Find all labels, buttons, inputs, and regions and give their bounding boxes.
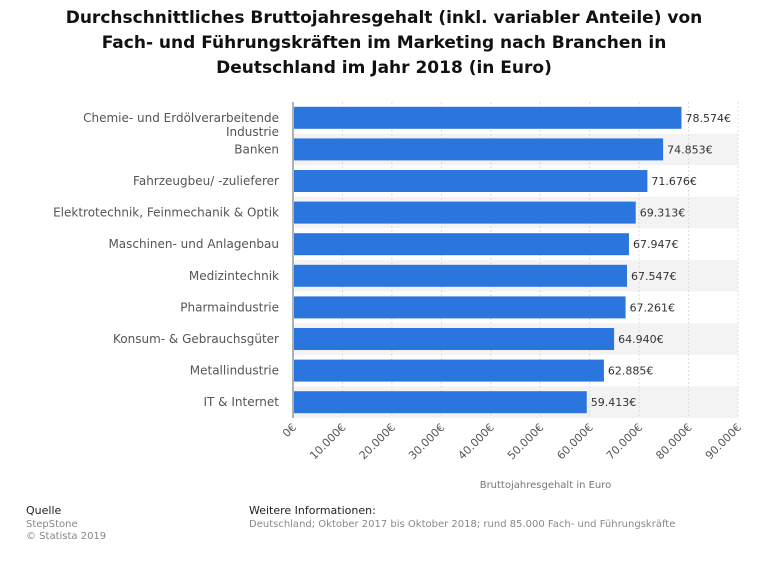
- bar: [294, 138, 664, 161]
- data-label: 67.547€: [631, 270, 677, 283]
- data-label: 71.676€: [651, 175, 697, 188]
- chart-title-line: Deutschland im Jahr 2018 (in Euro): [216, 58, 552, 78]
- data-label: 69.313€: [640, 207, 686, 220]
- bar: [294, 359, 604, 382]
- category-label-line: Medizintechnik: [189, 269, 279, 283]
- bar: [294, 296, 626, 319]
- bar: [294, 264, 627, 287]
- data-label: 64.940€: [618, 333, 664, 346]
- source-line: StepStone: [26, 519, 78, 530]
- data-label: 78.574€: [686, 112, 732, 125]
- info-block: Weitere Informationen: Deutschland; Okto…: [249, 505, 675, 531]
- source-block: Quelle StepStone © Statista 2019: [26, 505, 106, 543]
- bar: [294, 201, 636, 224]
- x-tick-label: 80.000€: [653, 421, 694, 462]
- x-tick-label: 60.000€: [554, 421, 595, 462]
- category-label: Elektrotechnik, Feinmechanik & Optik: [53, 206, 279, 220]
- x-tick-label: 50.000€: [505, 421, 546, 462]
- category-label: Pharmaindustrie: [180, 300, 279, 314]
- category-label: Maschinen- und Anlagenbau: [108, 237, 279, 251]
- category-label: Metallindustrie: [190, 364, 279, 378]
- x-tick-label: 10.000€: [307, 421, 348, 462]
- data-label: 67.261€: [630, 301, 676, 314]
- bar: [294, 170, 648, 192]
- category-label-line: Banken: [234, 142, 279, 156]
- category-label: IT & Internet: [203, 395, 279, 409]
- source-heading: Quelle: [26, 504, 62, 517]
- category-label: Chemie- und Erdölverarbeitende Industrie: [83, 111, 279, 139]
- category-label-line: Maschinen- und Anlagenbau: [108, 237, 279, 251]
- data-label: 74.853€: [667, 143, 713, 156]
- copyright-line: © Statista 2019: [26, 531, 107, 542]
- category-label: Medizintechnik: [189, 269, 279, 283]
- category-label-line: Pharmaindustrie: [180, 300, 279, 314]
- chart-title-line: Fach- und Führungskräften im Marketing n…: [101, 33, 667, 53]
- x-tick-label: 0€: [280, 421, 299, 440]
- data-label: 62.885€: [608, 365, 654, 378]
- category-label-line: Konsum- & Gebrauchsgüter: [113, 332, 279, 346]
- bar: [294, 328, 615, 350]
- category-label: Banken: [234, 142, 279, 156]
- category-label-line: IT & Internet: [203, 395, 279, 409]
- bar-chart: 78.574€ Chemie- und Erdölverarbeitende Ind…: [53, 102, 744, 491]
- category-label-line: Fahrzeugbeu/ -zulieferer: [133, 174, 279, 188]
- info-heading: Weitere Informationen:: [249, 504, 376, 517]
- category-label-line: Industrie: [226, 125, 279, 139]
- bar: [294, 233, 629, 256]
- chart-title: Durchschnittliches Bruttojahresgehalt (i…: [20, 6, 748, 81]
- category-label-line: Metallindustrie: [190, 364, 279, 378]
- x-tick-label: 20.000€: [357, 421, 398, 462]
- x-tick-label: 90.000€: [703, 421, 744, 462]
- x-tick-label: 70.000€: [604, 421, 645, 462]
- category-label: Konsum- & Gebrauchsgüter: [113, 332, 279, 346]
- x-tick-label: 30.000€: [406, 421, 447, 462]
- category-label: Fahrzeugbeu/ -zulieferer: [133, 174, 279, 188]
- category-label-line: Elektrotechnik, Feinmechanik & Optik: [53, 206, 279, 220]
- bar: [294, 106, 682, 129]
- data-label: 59.413€: [591, 396, 637, 409]
- category-label-line: Chemie- und Erdölverarbeitende: [83, 111, 279, 125]
- x-tick-label: 40.000€: [456, 421, 497, 462]
- info-text: Deutschland; Oktober 2017 bis Oktober 20…: [249, 519, 676, 530]
- data-label: 67.947€: [633, 238, 679, 251]
- x-axis-title: Bruttojahresgehalt in Euro: [480, 480, 612, 491]
- bar: [294, 391, 587, 414]
- chart-title-line: Durchschnittliches Bruttojahresgehalt (i…: [65, 8, 703, 28]
